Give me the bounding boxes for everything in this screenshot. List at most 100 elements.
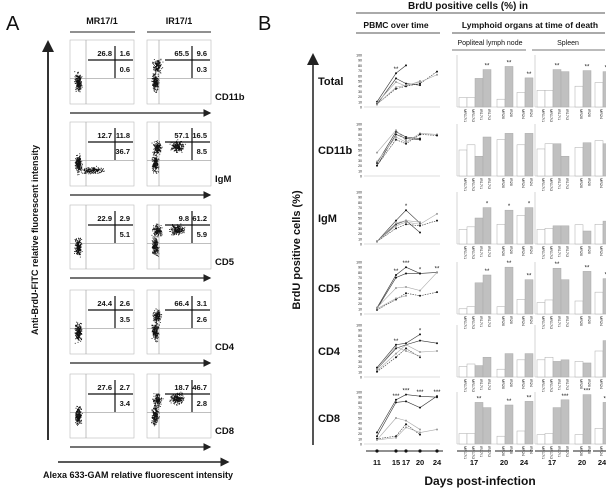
- bar-category-label: IR20: [509, 178, 513, 186]
- data-point: [405, 400, 407, 403]
- data-point: [395, 352, 397, 355]
- y-tick-label: 40: [358, 355, 362, 359]
- series-line: [376, 266, 421, 308]
- pbmc-header: PBMC over time: [363, 20, 428, 30]
- bar: [602, 220, 606, 245]
- bar-category-label: IR17/1: [479, 109, 483, 120]
- quadrant-ur-value: 61.2: [192, 214, 207, 223]
- y-tick-label: 60: [358, 143, 362, 147]
- panel-a-xlabel: Alexa 633-GAM relative fluorescent inten…: [43, 470, 233, 480]
- y-tick-label: 30: [358, 297, 362, 301]
- bar: [560, 225, 570, 245]
- bar-category-label: IR17/2: [487, 379, 491, 390]
- data-point: [405, 84, 407, 87]
- bar-category-label: MR24: [599, 246, 603, 256]
- data-point: [395, 219, 397, 222]
- data-point: [436, 350, 438, 352]
- plot-frame: [69, 39, 135, 105]
- bar: [482, 207, 492, 245]
- data-point: [419, 272, 421, 275]
- bar: [516, 215, 526, 245]
- data-point: [376, 240, 378, 243]
- bar: [574, 300, 584, 315]
- bar: [552, 407, 562, 445]
- bar-category-label: MR17/1: [541, 446, 545, 459]
- flow-plot: 22.9 2.9 5.1: [69, 204, 135, 270]
- data-point: [405, 393, 407, 396]
- bar: [524, 279, 534, 315]
- quadrant-ur-value: 2.6: [120, 299, 130, 308]
- y-tick-label: 20: [358, 302, 362, 306]
- quadrant-ur-value: 2.9: [120, 214, 130, 223]
- bar-category-label: MR20: [579, 379, 583, 389]
- panel-b-ylabel: BrdU positive cells (%): [291, 190, 303, 310]
- data-point: [419, 133, 421, 136]
- quadrant-lr-value: 2.6: [197, 315, 207, 324]
- plot-frame: [69, 373, 135, 439]
- scatter-dots: [151, 308, 163, 343]
- data-point: [405, 294, 407, 297]
- data-point: [405, 343, 407, 346]
- data-point: [419, 137, 421, 140]
- bar: [536, 434, 546, 445]
- bar: [602, 402, 606, 445]
- bar: [524, 133, 534, 177]
- y-tick-label: 90: [358, 59, 362, 63]
- bar-category-label: IR20: [587, 446, 591, 454]
- significance-stars: **: [555, 262, 560, 268]
- data-point: [395, 276, 397, 279]
- scatter-dots: [74, 237, 83, 258]
- y-tick-label: 70: [358, 406, 362, 410]
- bar: [560, 155, 570, 177]
- y-tick-label: 80: [358, 271, 362, 275]
- day-tick-label: 24: [433, 458, 442, 467]
- data-point: [395, 81, 397, 84]
- y-tick-label: 90: [358, 266, 362, 270]
- bar: [582, 230, 592, 245]
- bar-category-label: MR20: [579, 109, 583, 119]
- data-point: [395, 72, 397, 75]
- significance-stars: ***: [416, 390, 424, 396]
- bar: [536, 359, 546, 378]
- quadrant-ul-value: 12.7: [97, 131, 112, 140]
- panel-a-letter: A: [6, 13, 20, 35]
- data-point: [405, 137, 407, 140]
- bar-category-label: IR17/1: [479, 246, 483, 257]
- quadrant-ul-value: 9.8: [179, 214, 189, 223]
- bar: [536, 148, 546, 177]
- data-point: [436, 219, 438, 222]
- bar-category-label: MR24: [521, 109, 525, 119]
- significance-stars: *: [419, 267, 422, 273]
- bar-category-label: MR20: [501, 246, 505, 256]
- bar: [536, 90, 546, 108]
- data-point: [419, 82, 421, 85]
- bar-category-label: IR17/1: [479, 379, 483, 390]
- bar-category-label: MR20: [501, 316, 505, 326]
- flow-plot: 27.6 2.7 3.4: [69, 373, 135, 439]
- series-line: [376, 295, 407, 310]
- quadrant-lr-value: 3.4: [120, 399, 131, 408]
- bar: [482, 356, 492, 378]
- bar: [552, 69, 562, 108]
- bar: [458, 229, 468, 245]
- y-tick-label: 20: [358, 95, 362, 99]
- scatter-dots: [75, 405, 83, 426]
- flow-plot: 12.7 11.8 36.7: [69, 121, 135, 187]
- bar: [496, 223, 506, 245]
- y-tick-label: 50: [358, 417, 362, 421]
- significance-stars: **: [394, 339, 399, 345]
- data-point: [405, 221, 407, 224]
- significance-stars: **: [527, 72, 532, 78]
- y-tick-label: 100: [356, 123, 362, 127]
- data-point: [395, 129, 397, 132]
- significance-stars: **: [507, 399, 512, 405]
- bar-category-label: IR20: [509, 379, 513, 387]
- bar: [482, 69, 492, 108]
- data-point: [405, 342, 407, 345]
- series-line: [376, 131, 421, 164]
- quadrant-ul-value: 57.1: [174, 131, 189, 140]
- data-point: [395, 343, 397, 346]
- y-tick-label: 50: [358, 217, 362, 221]
- data-point: [405, 350, 407, 352]
- data-point: [395, 138, 397, 141]
